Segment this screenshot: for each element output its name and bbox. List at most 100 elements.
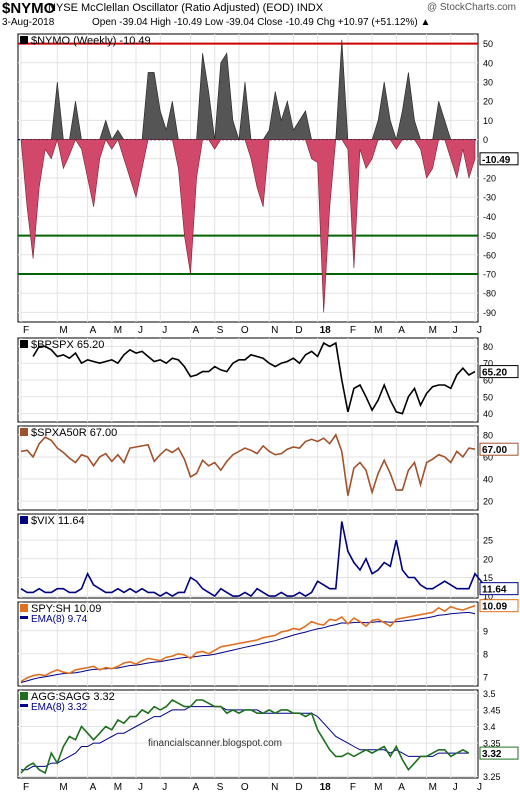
chart-date: 3-Aug-2018 — [2, 17, 55, 28]
x-axis-label: A — [398, 782, 405, 793]
x-axis-label: A — [90, 325, 97, 336]
x-axis-label: D — [295, 325, 302, 336]
last-value-box-bpspx — [479, 365, 519, 379]
y-tick-label-spxa50r: 60 — [483, 452, 493, 462]
x-axis-label: M — [59, 325, 67, 336]
symbol-description: NYSE McClellan Oscillator (Ratio Adjuste… — [48, 2, 324, 14]
symbol-title: $NYMO — [2, 0, 56, 17]
x-axis-label: J — [477, 782, 482, 793]
y-tick-label-spy_sh: 7 — [483, 672, 488, 682]
y-tick-label-vix: 10 — [483, 592, 493, 602]
x-axis-label: 18 — [320, 325, 332, 336]
y-tick-label-nymo: -70 — [483, 270, 496, 280]
y-tick-label-agg_sagg: 3.5 — [483, 689, 496, 699]
last-value-label-agg_sagg: 3.32 — [482, 749, 502, 760]
x-axis-label: 18 — [320, 782, 332, 793]
x-axis-label: J — [138, 325, 143, 336]
y-tick-label-nymo: -30 — [483, 193, 496, 203]
y-tick-label-nymo: -50 — [483, 231, 496, 241]
last-value-label-nymo: -10.49 — [482, 155, 511, 166]
legend-swatch-agg_sagg — [20, 692, 28, 700]
y-tick-label-bpspx: 50 — [483, 392, 493, 402]
y-tick-label-bpspx: 80 — [483, 342, 493, 352]
y-tick-label-nymo: -60 — [483, 250, 496, 260]
y-tick-label-vix: 15 — [483, 573, 493, 583]
legend-swatch-bpspx — [20, 340, 28, 348]
x-axis-label: J — [453, 782, 458, 793]
y-tick-label-nymo: -90 — [483, 308, 496, 318]
y-tick-label-nymo: -80 — [483, 289, 496, 299]
x-axis-label: S — [217, 782, 224, 793]
y-tick-label-bpspx: 70 — [483, 359, 493, 369]
y-tick-label-spxa50r: 80 — [483, 430, 493, 440]
legend-swatch-vix — [20, 516, 28, 524]
x-axis-label: D — [295, 782, 302, 793]
x-axis-label: F — [23, 782, 29, 793]
y-tick-label-nymo: 20 — [483, 97, 493, 107]
y-tick-label-vix: 25 — [483, 536, 493, 546]
panel-title-nymo: $NYMO (Weekly) -10.49 — [31, 35, 151, 47]
x-axis-label: M — [429, 325, 437, 336]
stockcharts-logo[interactable]: @ StockCharts.com — [426, 2, 516, 13]
x-axis-label: J — [138, 782, 143, 793]
panel-title-agg_sagg: AGG:SAGG 3.32 — [31, 691, 115, 703]
x-axis-label: F — [350, 782, 356, 793]
nymo-negative-area — [20, 138, 476, 313]
y-tick-label-agg_sagg: 3.4 — [483, 722, 496, 732]
x-axis-label: M — [374, 325, 382, 336]
x-axis-label: M — [114, 325, 122, 336]
panel-title-spxa50r: $SPXA50R 67.00 — [31, 427, 117, 439]
x-axis-label: O — [241, 782, 249, 793]
panel-title-vix: $VIX 11.64 — [31, 515, 85, 527]
x-axis-label: F — [23, 325, 29, 336]
ohlc-summary: Open -39.04 High -10.49 Low -39.04 Close… — [92, 17, 431, 28]
y-tick-label-nymo: 50 — [483, 39, 493, 49]
y-tick-label-spy_sh: 8 — [483, 649, 488, 659]
y-tick-label-vix: 20 — [483, 554, 493, 564]
panel-legend-ema-agg_sagg: EMA(8) 3.32 — [31, 702, 88, 713]
x-axis-label: M — [59, 782, 67, 793]
series-line-bpspx-0 — [32, 341, 476, 415]
x-axis-label: N — [271, 325, 278, 336]
nymo-positive-area — [21, 39, 475, 141]
x-axis-label: J — [453, 325, 458, 336]
watermark: financialscanner.blogspot.com — [148, 738, 282, 749]
y-tick-label-spxa50r: 20 — [483, 497, 493, 507]
x-axis-label: S — [217, 325, 224, 336]
x-axis-label: J — [162, 325, 167, 336]
last-value-box-vix — [479, 582, 519, 596]
chart-header: $NYMO NYSE McClellan Oscillator (Ratio A… — [2, 0, 518, 34]
panel-frame-vix — [17, 513, 479, 599]
y-tick-label-nymo: -20 — [483, 174, 496, 184]
legend-swatch-ema-spy_sh — [20, 616, 28, 619]
series-line-spy_sh-1 — [20, 611, 476, 683]
y-tick-label-bpspx: 40 — [483, 409, 493, 419]
x-axis-label: A — [192, 782, 199, 793]
series-line-agg_sagg-0 — [20, 698, 470, 775]
panel-legend-ema-spy_sh: EMA(8) 9.74 — [31, 614, 88, 625]
y-tick-label-agg_sagg: 3.45 — [483, 705, 501, 715]
x-axis-label: N — [271, 782, 278, 793]
last-value-box-nymo — [479, 152, 519, 166]
series-line-spxa50r-0 — [20, 433, 476, 496]
y-tick-label-nymo: 10 — [483, 116, 493, 126]
y-tick-label-bpspx: 60 — [483, 376, 493, 386]
y-tick-label-spy_sh: 9 — [483, 626, 488, 636]
last-value-label-bpspx: 65.20 — [482, 368, 507, 379]
last-value-box-spy_sh — [479, 599, 519, 613]
last-value-box-spxa50r — [479, 442, 519, 456]
last-value-label-spy_sh: 10.09 — [482, 602, 507, 613]
x-axis-label: A — [398, 325, 405, 336]
last-value-label-spxa50r: 67.00 — [482, 445, 507, 456]
x-axis-label: F — [350, 325, 356, 336]
panel-frame-spy_sh — [17, 601, 479, 687]
y-tick-label-agg_sagg: 3.35 — [483, 739, 501, 749]
y-tick-label-nymo: -40 — [483, 212, 496, 222]
y-tick-label-nymo: 30 — [483, 78, 493, 88]
panel-frame-agg_sagg — [17, 689, 479, 779]
x-axis-label: M — [114, 782, 122, 793]
last-value-box-agg_sagg — [479, 746, 519, 760]
y-tick-label-agg_sagg: 3.25 — [483, 772, 501, 782]
y-tick-label-nymo: 0 — [483, 135, 488, 145]
